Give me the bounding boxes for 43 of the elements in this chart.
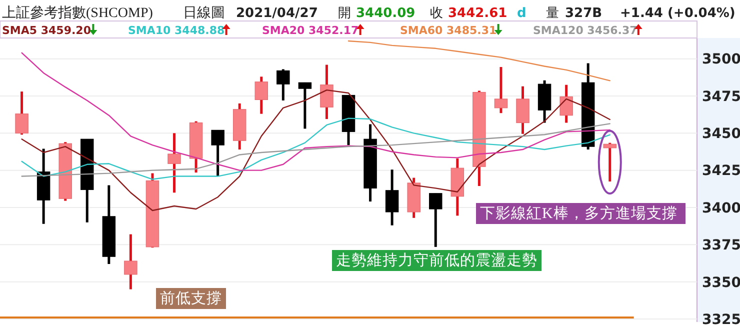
text: 3442.61: [448, 6, 508, 21]
candlestick: [254, 75, 268, 116]
candlestick: [298, 81, 312, 130]
chart-title: 上証參考指數(SHCOMP): [2, 5, 154, 21]
text: 收: [430, 5, 443, 20]
annotation: 走勢維持力守前低的震盪走勢: [336, 252, 538, 269]
annotation: 前低支撐: [160, 290, 222, 307]
y-tick-label: 3450: [702, 126, 740, 142]
candlestick: [168, 132, 181, 194]
annotation: 下影線紅K棒，多方進場支撐: [480, 205, 678, 222]
text: 量: [546, 5, 559, 20]
y-tick-label: 3375: [702, 238, 740, 254]
y-tick-label: 3325: [702, 312, 740, 328]
y-tick-label: 3350: [702, 274, 740, 291]
candlestick: [494, 66, 508, 114]
candlestick: [429, 192, 442, 248]
candlestick: [124, 233, 138, 291]
text: 2021/04/27: [236, 6, 318, 21]
chart-subtitle: 日線圖: [183, 5, 225, 21]
text: d: [517, 6, 526, 21]
text: SMA5 3459.20: [2, 24, 92, 37]
y-tick-label: 3425: [702, 163, 740, 180]
candlestick: [385, 168, 399, 227]
candlestick: [560, 84, 573, 124]
candlestick: [276, 68, 290, 102]
text: SMA10 3448.88: [128, 24, 225, 37]
candlestick: [320, 64, 334, 120]
text: 3440.09: [356, 6, 416, 21]
line-series: [348, 40, 610, 82]
y-tick-label: 3500: [702, 52, 740, 68]
y-tick-label: 3400: [702, 200, 740, 216]
text: SMA120 3456.37: [533, 24, 638, 37]
text: 開: [338, 5, 351, 20]
candlestick: [15, 90, 28, 136]
y-tick-label: 3475: [702, 88, 740, 105]
candlestick: [211, 128, 224, 178]
text: 327B: [565, 6, 602, 21]
series-label: SMA60 3485.31: [400, 24, 497, 37]
text: +1.44 (+0.04%): [620, 6, 736, 21]
text: SMA20 3452.17: [262, 24, 359, 37]
candlestick: [516, 85, 530, 136]
line-series: [21, 52, 610, 171]
candlestick: [603, 142, 616, 183]
